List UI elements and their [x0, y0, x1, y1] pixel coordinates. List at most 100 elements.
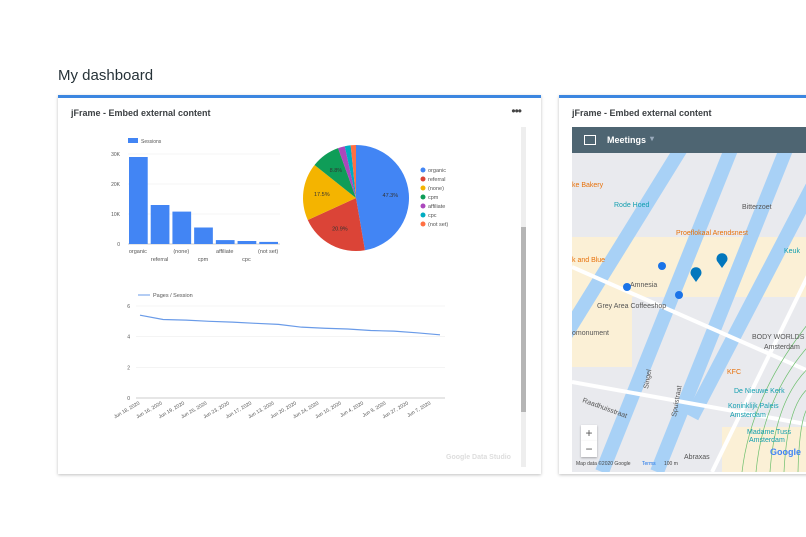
map-view[interactable]: ke Bakery Rode Hoed Bitterzoet Proeflokaal …: [572, 127, 806, 472]
legend-dot: [420, 176, 426, 182]
map-label: Koninklijk Paleis: [728, 403, 779, 410]
legend-dot: [420, 212, 426, 218]
map-label: Singel: [643, 369, 653, 390]
legend-swatch: [128, 138, 138, 143]
y-tick-label: 0: [127, 396, 130, 402]
x-tick-label: cpc: [242, 257, 251, 263]
card-title: jFrame - Embed external content: [71, 108, 211, 118]
map-marker-icon: [690, 267, 702, 282]
map-label: Bitterzoet: [742, 204, 772, 211]
map-label: Amsterdam: [730, 412, 766, 419]
map-label: KFC: [727, 369, 741, 376]
y-tick-label: 30K: [111, 152, 121, 158]
y-tick-label: 0: [117, 242, 120, 248]
pie-label: 47.3%: [383, 193, 399, 199]
map-pin-icon: [675, 291, 683, 299]
map-canvas[interactable]: ke Bakery Rode Hoed Bitterzoet Proeflokaal …: [572, 127, 806, 472]
dropdown-icon[interactable]: ▾: [650, 134, 655, 143]
scrollbar-thumb[interactable]: [521, 227, 526, 412]
zoom-out-button[interactable]: −: [581, 441, 597, 457]
x-tick-label: organic: [129, 249, 147, 255]
y-tick-label: 2: [127, 365, 130, 371]
pie-slice: [314, 148, 356, 198]
pie-label: 8.8%: [330, 168, 343, 174]
bar: [215, 240, 235, 244]
legend-dot: [420, 221, 426, 227]
street: [710, 275, 806, 472]
legend-label: (none): [428, 186, 444, 192]
legend-label: cpm: [428, 195, 439, 201]
pie-slice: [344, 145, 356, 198]
map-label: BODY WORLDS: [752, 334, 805, 341]
map-label: Abraxas: [684, 454, 710, 461]
canal: [685, 183, 806, 421]
page-title: My dashboard: [58, 67, 154, 84]
map-scale: 100 m: [664, 461, 678, 467]
scrollbar[interactable]: [521, 127, 526, 467]
bar: [237, 241, 257, 244]
legend-dot: [420, 185, 426, 191]
y-tick-label: 4: [127, 335, 130, 341]
series-line: [139, 314, 441, 336]
x-tick-label: Jun 7, 2020: [406, 400, 432, 418]
sidebar-toggle-icon[interactable]: [584, 135, 596, 145]
map-label: Madame Tuss: [747, 429, 791, 436]
pie-label: 17.5%: [314, 192, 330, 198]
map-label: Amsterdam: [764, 344, 800, 351]
legend-label: referral: [428, 177, 445, 183]
more-options-button[interactable]: •••: [511, 104, 522, 118]
google-logo: Google: [770, 447, 801, 457]
x-tick-label: (not set): [258, 249, 278, 255]
pie-slice: [356, 145, 409, 251]
embedded-report: Sessions 0 10K 20K 30K organic referral (none) c…: [111, 138, 448, 420]
map-pin-icon: [658, 262, 666, 270]
bar: [259, 241, 278, 244]
legend-label: organic: [428, 168, 446, 174]
y-tick-label: 10K: [111, 212, 121, 218]
pie-slice: [350, 145, 356, 198]
map-header-title: Meetings: [607, 135, 647, 145]
terms-link[interactable]: Terms: [642, 461, 656, 467]
x-tick-label: affiliate: [216, 249, 233, 255]
zoom-in-button[interactable]: +: [581, 425, 597, 441]
map-area: [722, 427, 806, 472]
y-tick-label: 6: [127, 304, 130, 310]
y-tick-label: 20K: [111, 182, 121, 188]
map-label: k and Blue: [572, 257, 605, 264]
pie-slice: [303, 164, 356, 220]
map-attribution: Map data ©2020 Google: [576, 461, 631, 467]
map-label: omonument: [572, 330, 609, 337]
map-marker-icon: [716, 253, 728, 268]
tram-line: [755, 348, 806, 472]
map-label: De Nieuwe Kerk: [734, 388, 785, 395]
bar: [194, 227, 213, 244]
embed-card-charts: jFrame - Embed external content ••• Sess…: [58, 95, 541, 474]
map-label: ke Bakery: [572, 182, 604, 189]
watermark: Google Data Studio: [446, 454, 511, 461]
map-label: Proeflokaal Arendsnest: [676, 230, 748, 237]
legend-dot: [420, 194, 426, 200]
pie-label: 20.9%: [332, 226, 348, 232]
legend-dot: [420, 203, 426, 209]
legend-label: Pages / Session: [153, 293, 193, 299]
map-label: Rode Hoed: [614, 202, 650, 209]
pie-slice: [307, 198, 365, 251]
street: [572, 380, 806, 427]
x-tick-label: cpm: [198, 257, 209, 263]
x-tick-label: (none): [173, 249, 189, 255]
pie-slice: [338, 146, 356, 198]
tram-line: [741, 325, 806, 472]
map-pin-icon: [623, 283, 631, 291]
legend-label: affiliate: [428, 204, 445, 210]
x-tick-label: referral: [151, 257, 168, 263]
legend-label: (not set): [428, 222, 448, 228]
bar: [150, 205, 170, 244]
embed-card-map: jFrame - Embed external content ke Baker…: [559, 95, 806, 474]
canal: [650, 144, 794, 472]
legend-label: cpc: [428, 213, 437, 219]
tram-line: [783, 389, 806, 472]
tram-line: [769, 369, 806, 472]
street: [572, 265, 806, 373]
legend-dot: [420, 167, 426, 173]
map-label: Keuk: [784, 248, 800, 255]
